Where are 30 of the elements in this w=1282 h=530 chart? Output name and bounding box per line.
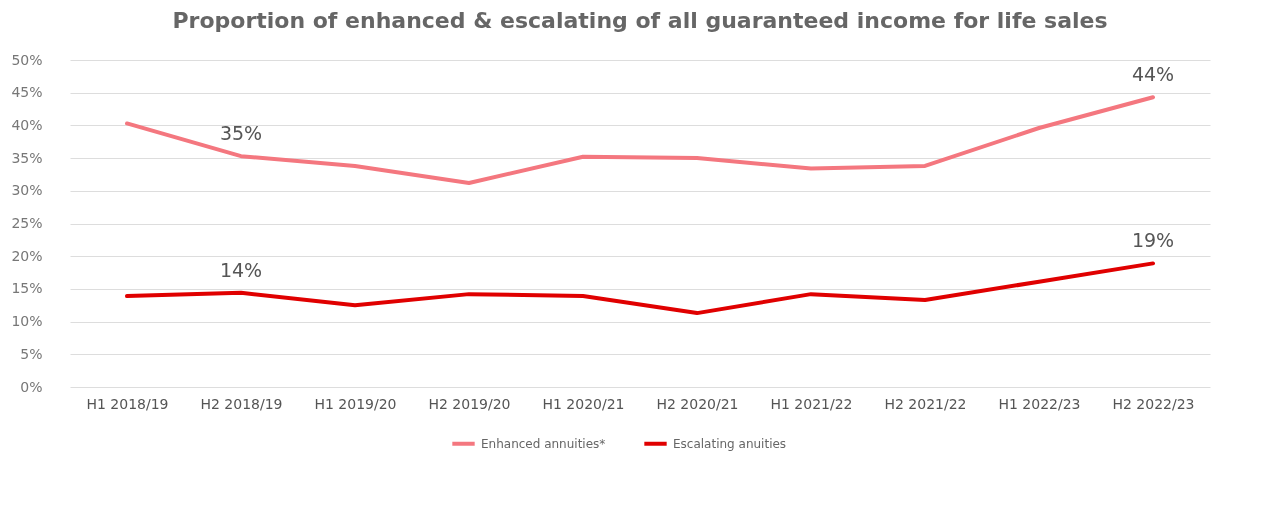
y-tick-label: 50%: [11, 51, 43, 68]
line-series: [125, 261, 1155, 316]
x-tick-label: H1 2018/19: [86, 395, 169, 412]
chart-title: Proportion of enhanced & escalating of all guaranteed income for life sales: [172, 8, 1108, 33]
y-tick-label: 25%: [11, 215, 43, 231]
y-tick-label: 35%: [11, 149, 43, 166]
x-tick-label: H1 2021/22: [770, 395, 853, 412]
y-tick-label: 45%: [11, 84, 43, 101]
x-tick-label: H1 2020/21: [542, 395, 625, 412]
data-label: 44%: [1131, 63, 1175, 86]
legend-label: Enhanced annuities*: [481, 436, 606, 451]
x-tick-label: H2 2020/21: [656, 395, 739, 412]
y-tick-label: 20%: [11, 247, 43, 264]
x-tick-label: H1 2019/20: [314, 395, 397, 412]
y-tick-label: 0%: [20, 378, 43, 395]
x-tick-label: H1 2022/23: [998, 395, 1081, 412]
x-tick-label: H2 2022/23: [1112, 395, 1195, 412]
data-label: 19%: [1131, 229, 1175, 252]
data-label: 14%: [219, 258, 263, 281]
line-series: [125, 95, 1155, 185]
y-tick-label: 5%: [20, 345, 43, 362]
y-tick-label: 10%: [11, 313, 43, 330]
y-tick-label: 40%: [11, 116, 43, 133]
x-tick-label: H2 2021/22: [884, 395, 967, 412]
x-tick-label: H2 2018/19: [200, 395, 283, 412]
data-label: 35%: [219, 122, 263, 145]
y-tick-label: 15%: [11, 280, 43, 297]
legend-label: Escalating anuities: [673, 436, 787, 451]
y-tick-label: 30%: [11, 182, 43, 199]
x-tick-label: H2 2019/20: [428, 395, 511, 412]
